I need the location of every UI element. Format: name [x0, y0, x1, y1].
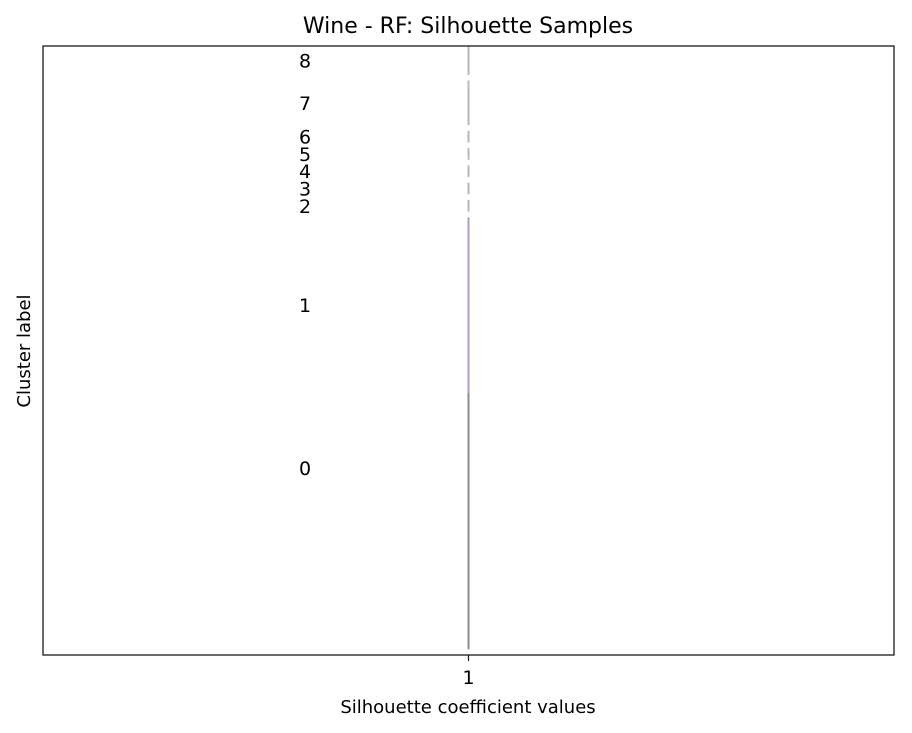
cluster-label-1: 1	[299, 295, 311, 317]
y-axis-label: Cluster label	[14, 294, 35, 407]
cluster-label-3: 3	[299, 178, 311, 200]
cluster-bar-0	[43, 287, 469, 650]
cluster-bar-1	[43, 217, 469, 393]
cluster-bar-5	[43, 148, 469, 160]
cluster-bar-6	[43, 131, 469, 143]
chart-title: Wine - RF: Silhouette Samples	[303, 14, 633, 39]
cluster-label-2: 2	[299, 196, 311, 218]
cluster-bar-8	[43, 46, 469, 75]
cluster-bar-3	[43, 183, 469, 195]
x-axis-label: Silhouette coefficient values	[340, 697, 595, 718]
cluster-label-7: 7	[299, 93, 311, 115]
cluster-bar-7	[43, 81, 469, 126]
cluster-label-0: 0	[299, 458, 311, 480]
cluster-bar-4	[43, 165, 469, 177]
x-tick-label-1: 1	[462, 667, 474, 689]
bars-layer	[43, 46, 470, 650]
x-axis-ticks: 1	[462, 655, 475, 689]
cluster-bar-2	[43, 200, 469, 212]
cluster-label-5: 5	[299, 144, 311, 166]
cluster-label-8: 8	[299, 51, 311, 73]
cluster-label-6: 6	[299, 127, 311, 149]
cluster-label-4: 4	[299, 161, 311, 183]
